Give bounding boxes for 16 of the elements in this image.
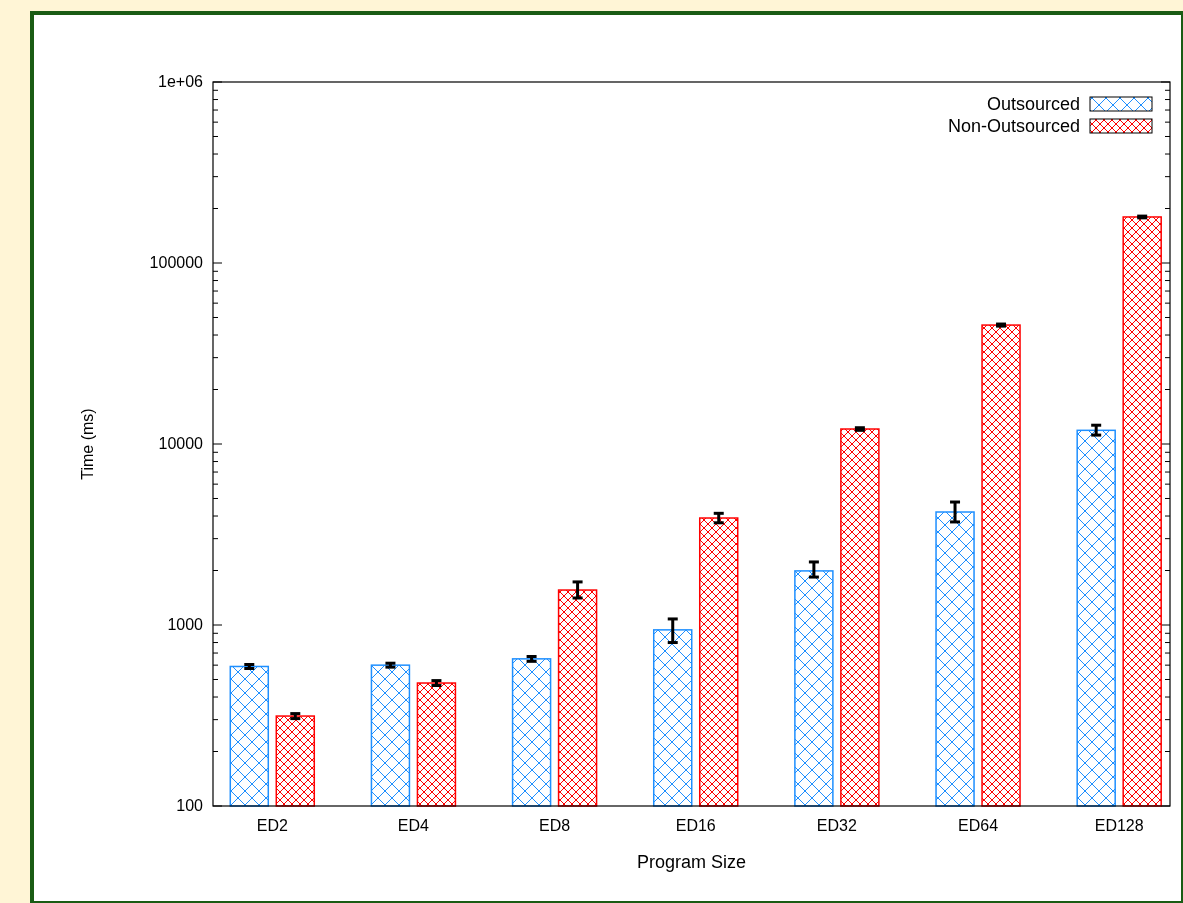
x-tick-label: ED8 [539,817,571,834]
y-tick-label: 100 [176,797,204,814]
x-tick-label: ED128 [1094,817,1144,834]
y-tick-label: 10000 [158,435,204,452]
x-tick-label: ED64 [958,817,999,834]
x-tick-label: ED32 [816,817,857,834]
y-tick-label: 100000 [149,254,204,271]
legend-label: Outsourced [986,94,1080,114]
x-tick-label: ED2 [256,817,288,834]
y-tick-label: 1e+06 [158,73,204,90]
legend-label: Non-Outsourced [947,116,1080,136]
x-axis-title: Program Size [636,852,747,872]
x-tick-label: ED4 [397,817,430,834]
x-tick-label: ED16 [675,817,716,834]
y-tick-label: 1000 [167,616,204,633]
y-axis-title: Time (ms) [79,408,96,480]
